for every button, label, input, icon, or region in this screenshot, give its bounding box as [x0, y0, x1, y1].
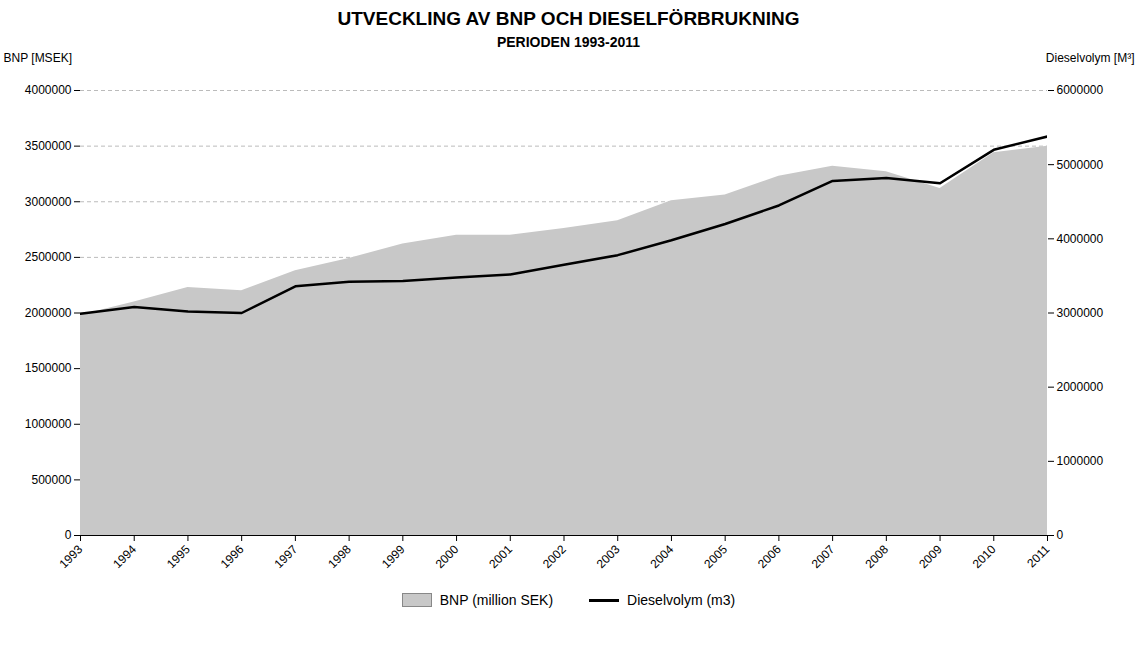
svg-text:1500000: 1500000 [25, 361, 72, 375]
svg-text:1994: 1994 [110, 542, 139, 571]
svg-text:1000000: 1000000 [1057, 454, 1104, 468]
html-text:UTVECKLING AV BNP OCH DIESELFÖ: UTVECKLING AV BNP OCH DIESELFÖRBRUKNING [337, 8, 800, 29]
svg-text:2011: 2011 [1024, 542, 1052, 570]
svg-text:3000000: 3000000 [1057, 306, 1104, 320]
html-text:PERIODEN 1993-2011: PERIODEN 1993-2011 [496, 34, 641, 50]
svg-text:2000000: 2000000 [1057, 380, 1104, 394]
svg-text:2500000: 2500000 [25, 250, 72, 264]
svg-text:BNP [MSEK]: BNP [MSEK] [4, 51, 72, 65]
svg-text:2010: 2010 [970, 542, 999, 571]
svg-text:1997: 1997 [271, 542, 300, 571]
svg-text:3500000: 3500000 [25, 139, 72, 153]
svg-text:2001: 2001 [486, 542, 515, 571]
svg-text:2009: 2009 [916, 542, 945, 571]
svg-text:2008: 2008 [862, 542, 891, 571]
svg-text:2007: 2007 [809, 542, 838, 571]
svg-text:1995: 1995 [164, 542, 193, 571]
svg-text:2006: 2006 [755, 542, 784, 571]
svg-text:1999: 1999 [379, 542, 408, 571]
svg-text:2005: 2005 [701, 542, 730, 571]
svg-text:5000000: 5000000 [1057, 158, 1104, 172]
svg-text:4000000: 4000000 [25, 83, 72, 97]
svg-text:2004: 2004 [647, 542, 676, 571]
svg-text:1993: 1993 [57, 542, 86, 571]
svg-text:2002: 2002 [540, 542, 569, 571]
svg-text:1000000: 1000000 [25, 417, 72, 431]
svg-text:2000: 2000 [433, 542, 462, 571]
svg-text:0: 0 [65, 528, 72, 542]
svg-text:2003: 2003 [594, 542, 623, 571]
svg-text:4000000: 4000000 [1057, 232, 1104, 246]
svg-text:1996: 1996 [218, 542, 247, 571]
svg-text:2000000: 2000000 [25, 306, 72, 320]
svg-text:0: 0 [1057, 528, 1064, 542]
svg-text:6000000: 6000000 [1057, 83, 1104, 97]
svg-text:1998: 1998 [325, 542, 354, 571]
svg-text:Dieselvolym [M³]: Dieselvolym [M³] [1046, 51, 1135, 65]
html-text:BNP (million SEK): BNP (million SEK) [439, 592, 554, 608]
html-text:Dieselvolym (m3): Dieselvolym (m3) [627, 592, 736, 608]
svg-text:3000000: 3000000 [25, 195, 72, 209]
svg-text:500000: 500000 [31, 473, 71, 487]
